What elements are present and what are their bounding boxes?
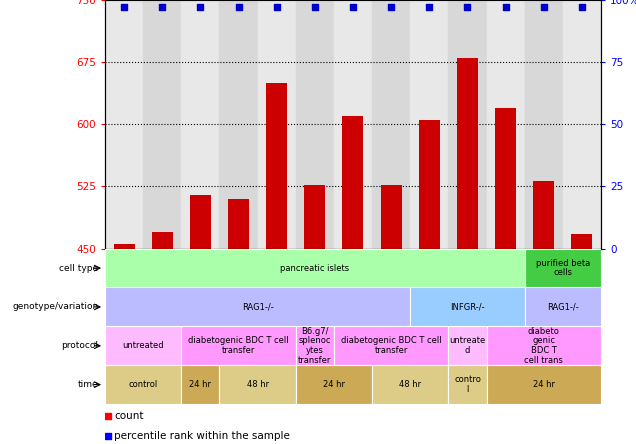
Bar bbox=[305, 185, 326, 249]
Bar bbox=[143, 0, 181, 249]
Bar bbox=[334, 0, 372, 249]
Bar bbox=[296, 0, 334, 249]
Bar bbox=[105, 288, 410, 326]
Bar bbox=[114, 245, 135, 249]
Bar bbox=[448, 326, 487, 365]
Text: contro
l: contro l bbox=[454, 375, 481, 394]
Text: diabetogenic BDC T cell
transfer: diabetogenic BDC T cell transfer bbox=[188, 337, 289, 355]
Point bbox=[310, 4, 320, 11]
Bar bbox=[372, 0, 410, 249]
Bar bbox=[448, 365, 487, 404]
Bar bbox=[105, 0, 143, 249]
Bar bbox=[258, 0, 296, 249]
Bar bbox=[190, 195, 211, 249]
Text: RAG1-/-: RAG1-/- bbox=[242, 302, 273, 311]
Text: 48 hr: 48 hr bbox=[399, 380, 421, 389]
Bar bbox=[152, 232, 173, 249]
Bar bbox=[419, 120, 440, 249]
Bar bbox=[487, 0, 525, 249]
Point bbox=[577, 4, 587, 11]
Text: INFGR-/-: INFGR-/- bbox=[450, 302, 485, 311]
Point bbox=[103, 412, 113, 420]
Text: percentile rank within the sample: percentile rank within the sample bbox=[114, 431, 291, 441]
Bar bbox=[105, 365, 181, 404]
Bar bbox=[525, 249, 601, 288]
Text: cell type: cell type bbox=[59, 264, 99, 273]
Bar bbox=[181, 365, 219, 404]
Bar bbox=[181, 0, 219, 249]
Bar bbox=[572, 234, 593, 249]
Bar bbox=[228, 199, 249, 249]
Text: count: count bbox=[114, 411, 144, 421]
Bar bbox=[525, 288, 601, 326]
Point bbox=[233, 4, 244, 11]
Bar bbox=[343, 116, 364, 249]
Point bbox=[195, 4, 205, 11]
Text: diabetogenic BDC T cell
transfer: diabetogenic BDC T cell transfer bbox=[341, 337, 441, 355]
Point bbox=[539, 4, 549, 11]
Bar bbox=[525, 0, 563, 249]
Text: B6.g7/
splenoc
ytes
transfer: B6.g7/ splenoc ytes transfer bbox=[298, 327, 331, 365]
Text: 24 hr: 24 hr bbox=[323, 380, 345, 389]
Bar bbox=[457, 58, 478, 249]
Text: 24 hr: 24 hr bbox=[533, 380, 555, 389]
Bar bbox=[334, 326, 448, 365]
Bar bbox=[372, 365, 448, 404]
Bar bbox=[105, 249, 525, 288]
Point bbox=[119, 4, 129, 11]
Text: untreate
d: untreate d bbox=[450, 337, 485, 355]
Point bbox=[272, 4, 282, 11]
Bar bbox=[181, 326, 296, 365]
Bar bbox=[563, 0, 601, 249]
Text: protocol: protocol bbox=[62, 341, 99, 350]
Bar bbox=[219, 0, 258, 249]
Text: 48 hr: 48 hr bbox=[247, 380, 268, 389]
Bar bbox=[487, 326, 601, 365]
Point bbox=[157, 4, 167, 11]
Text: time: time bbox=[78, 380, 99, 389]
Text: genotype/variation: genotype/variation bbox=[12, 302, 99, 311]
Text: 24 hr: 24 hr bbox=[190, 380, 211, 389]
Bar bbox=[534, 181, 555, 249]
Bar bbox=[495, 108, 516, 249]
Point bbox=[348, 4, 358, 11]
Point bbox=[103, 432, 113, 440]
Point bbox=[424, 4, 434, 11]
Text: diabeto
genic
BDC T
cell trans: diabeto genic BDC T cell trans bbox=[524, 327, 563, 365]
Bar bbox=[448, 0, 487, 249]
Bar bbox=[296, 326, 334, 365]
Point bbox=[501, 4, 511, 11]
Point bbox=[462, 4, 473, 11]
Bar bbox=[487, 365, 601, 404]
Point bbox=[386, 4, 396, 11]
Bar bbox=[219, 365, 296, 404]
Text: pancreatic islets: pancreatic islets bbox=[280, 264, 349, 273]
Bar bbox=[381, 185, 402, 249]
Bar bbox=[410, 0, 448, 249]
Bar bbox=[410, 288, 525, 326]
Text: purified beta
cells: purified beta cells bbox=[536, 259, 590, 278]
Bar bbox=[105, 326, 181, 365]
Text: RAG1-/-: RAG1-/- bbox=[547, 302, 579, 311]
Bar bbox=[296, 365, 372, 404]
Text: control: control bbox=[128, 380, 158, 389]
Bar bbox=[266, 83, 287, 249]
Text: untreated: untreated bbox=[122, 341, 164, 350]
